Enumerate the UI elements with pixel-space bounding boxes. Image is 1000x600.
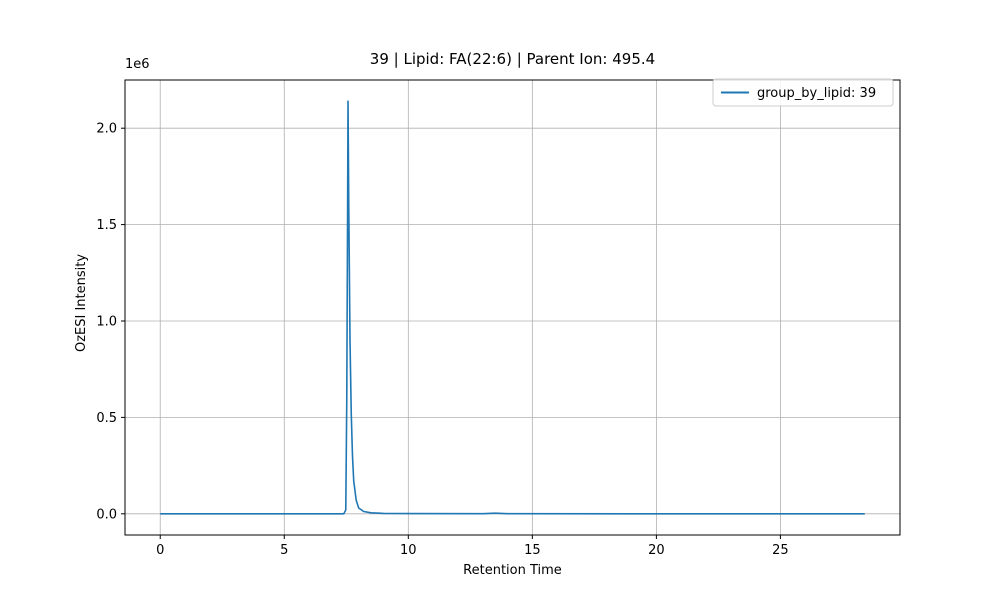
y-tick-label: 2.0 [96, 122, 117, 137]
y-axis-offset-label: 1e6 [125, 57, 150, 72]
y-tick-label: 0.5 [96, 411, 117, 426]
y-tick-label: 1.0 [96, 314, 117, 329]
series-line [160, 100, 865, 515]
x-tick-label: 0 [156, 543, 164, 558]
legend-label: group_by_lipid: 39 [757, 86, 876, 101]
y-axis-label: OzESI Intensity [74, 254, 89, 352]
x-axis-ticks: 0 5 10 15 20 25 [156, 535, 789, 558]
plot-frame [124, 79, 901, 536]
x-tick-label: 5 [280, 543, 288, 558]
series-layer [160, 100, 865, 515]
x-tick-label: 15 [524, 543, 541, 558]
y-tick-label: 0.0 [96, 507, 117, 522]
x-tick-label: 25 [772, 543, 789, 558]
chart-title: 39 | Lipid: FA(22:6) | Parent Ion: 495.4 [370, 50, 655, 68]
x-axis-label: Retention Time [463, 563, 562, 578]
y-axis-ticks: 0.0 0.5 1.0 1.5 2.0 [96, 122, 125, 522]
legend: group_by_lipid: 39 [712, 78, 894, 107]
x-tick-label: 10 [400, 543, 417, 558]
x-tick-label: 20 [648, 543, 665, 558]
legend-box [712, 78, 894, 107]
y-tick-label: 1.5 [96, 218, 117, 233]
